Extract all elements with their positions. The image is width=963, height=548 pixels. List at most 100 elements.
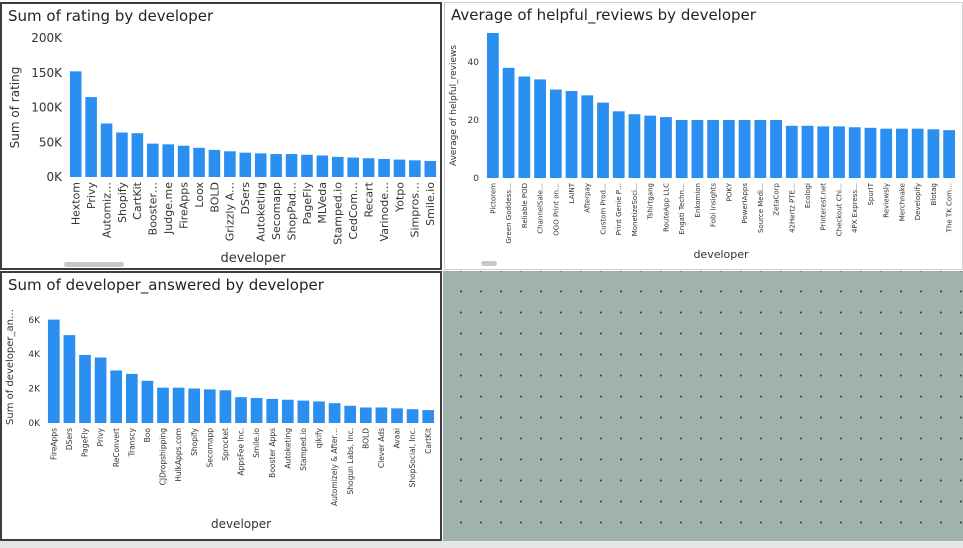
bar bbox=[409, 160, 421, 177]
x-tick-label: Shopify bbox=[116, 182, 129, 223]
x-tick-label: DSers bbox=[239, 182, 252, 215]
bar bbox=[177, 145, 190, 177]
y-tick-label: 150K bbox=[31, 66, 63, 80]
x-tick-label: Green Goddess… bbox=[505, 183, 513, 244]
x-tick-label: CJDropshipping bbox=[159, 428, 168, 486]
x-tick-label: Enkomion bbox=[694, 183, 702, 217]
x-tick-label: qikify bbox=[315, 427, 324, 448]
y-tick-label: 0 bbox=[473, 174, 479, 184]
x-tick-label: 42Hertz PTE… bbox=[788, 183, 796, 233]
x-tick-label: Secomapp bbox=[205, 428, 214, 468]
bar bbox=[172, 387, 185, 423]
x-tick-label: Stamped.io bbox=[299, 428, 308, 471]
chart-title: Average of helpful_reviews by developer bbox=[451, 6, 756, 24]
bar bbox=[110, 370, 123, 423]
bar bbox=[254, 153, 267, 177]
developer-answered-by-developer-visual[interactable]: Sum of developer_answered by developer 0… bbox=[0, 271, 442, 541]
x-tick-label: Reliable POD bbox=[521, 183, 529, 228]
bar bbox=[518, 76, 531, 178]
bar bbox=[79, 354, 91, 423]
bar bbox=[378, 158, 390, 177]
bar bbox=[801, 125, 814, 178]
rating-bar-chart: 0K 50K 100K 150K 200K Sum of rating Hextom Priv… bbox=[8, 31, 437, 266]
x-tick-label: Smile.io bbox=[252, 428, 261, 458]
chart-title: Sum of developer_answered by developer bbox=[8, 276, 324, 294]
bar bbox=[770, 120, 782, 178]
x-tick-label: MLVeda bbox=[316, 182, 329, 224]
bar bbox=[691, 120, 704, 178]
x-tick-label: FireApps bbox=[177, 182, 190, 229]
empty-canvas-area bbox=[443, 271, 963, 541]
y-tick-label: 100K bbox=[31, 101, 63, 115]
bar bbox=[347, 157, 359, 177]
bar bbox=[235, 397, 247, 423]
bar bbox=[817, 126, 830, 178]
bar bbox=[47, 319, 60, 423]
x-tick-label: ReConvert bbox=[112, 428, 121, 467]
bar bbox=[297, 400, 310, 423]
bar bbox=[344, 405, 357, 423]
bar bbox=[502, 67, 515, 178]
x-tick-label: Pictorem bbox=[489, 183, 497, 214]
bar bbox=[785, 125, 798, 178]
x-tick-label: Privy bbox=[96, 427, 105, 446]
bar bbox=[581, 95, 594, 178]
bar bbox=[69, 71, 82, 177]
x-tick-label: Booster… bbox=[147, 182, 160, 235]
x-tick-label: BOLD bbox=[361, 428, 370, 449]
bar bbox=[754, 120, 767, 178]
x-tick-label: Judge.me bbox=[162, 182, 175, 235]
x-tick-label: Ecologi bbox=[804, 183, 812, 208]
x-tick-label: Secomapp bbox=[270, 182, 283, 240]
x-tick-label: Tshirtgang bbox=[647, 183, 655, 220]
helpful-reviews-by-developer-visual[interactable]: Average of helpful_reviews by developer … bbox=[444, 2, 963, 270]
bar bbox=[203, 389, 216, 423]
bar bbox=[250, 398, 263, 423]
horizontal-scrollbar[interactable] bbox=[481, 261, 497, 266]
x-tick-label: ChannelSale… bbox=[537, 183, 545, 234]
bar bbox=[707, 120, 720, 178]
x-tick-label: Automizely & After… bbox=[330, 428, 339, 506]
x-tick-label: CartKit bbox=[131, 181, 144, 220]
bar bbox=[332, 156, 344, 177]
x-axis-title: developer bbox=[220, 251, 286, 266]
bar bbox=[722, 120, 735, 178]
x-tick-label: Engati Techn… bbox=[678, 183, 686, 235]
bottom-strip bbox=[0, 541, 963, 548]
y-tick-label: 0K bbox=[46, 170, 63, 184]
bar bbox=[393, 159, 406, 177]
x-tick-label: Autoketing bbox=[283, 428, 292, 469]
bar bbox=[193, 147, 205, 177]
x-tick-label: CartKit bbox=[424, 428, 433, 454]
rating-by-developer-visual[interactable]: Sum of rating by developer 0K 50K 100K 150K… bbox=[0, 2, 442, 270]
developer-answered-bar-chart: 0K 2K 4K 6K Sum of developer_an… FireApps DSer… bbox=[5, 309, 435, 531]
bar bbox=[125, 373, 138, 423]
bar bbox=[424, 161, 437, 177]
bar bbox=[612, 111, 625, 178]
y-axis-title: Sum of developer_an… bbox=[5, 309, 16, 425]
x-tick-label: Print Genie P… bbox=[615, 183, 623, 235]
bar bbox=[94, 357, 107, 423]
x-tick-label: The TK Com… bbox=[946, 183, 954, 233]
x-tick-label: Hextom bbox=[70, 182, 83, 225]
x-tick-label: POKY bbox=[725, 182, 733, 201]
bar bbox=[359, 407, 372, 423]
bar bbox=[864, 127, 877, 178]
x-tick-label: Fobi Insights bbox=[710, 183, 718, 227]
x-tick-label: PageFly bbox=[81, 427, 90, 457]
x-tick-label: Shogun Labs, Inc. bbox=[346, 428, 355, 494]
bar bbox=[224, 151, 236, 177]
bar bbox=[486, 33, 499, 178]
x-tick-label: Afterpay bbox=[584, 183, 592, 213]
x-tick-label: MonetizeSoci… bbox=[631, 183, 639, 236]
bar bbox=[927, 129, 940, 178]
x-tick-label: RouteApp LLC bbox=[662, 183, 670, 232]
bar bbox=[285, 154, 298, 177]
bar bbox=[266, 398, 279, 423]
bar bbox=[301, 154, 313, 177]
x-tick-label: Sprocket bbox=[221, 428, 230, 461]
bar bbox=[833, 126, 845, 178]
bar bbox=[328, 403, 341, 423]
x-tick-label: ZetaCorp bbox=[773, 182, 781, 215]
horizontal-scrollbar[interactable] bbox=[64, 262, 124, 267]
